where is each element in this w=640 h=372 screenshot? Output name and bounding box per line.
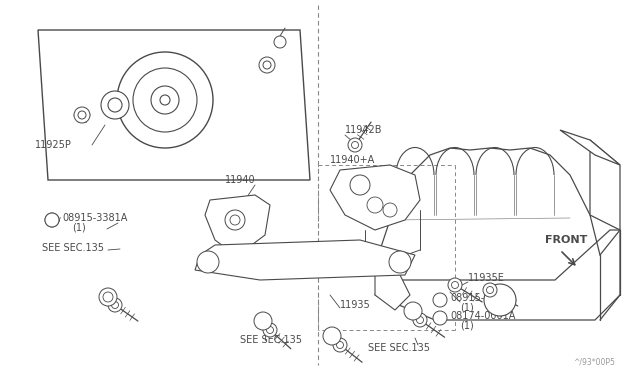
Text: SEE SEC.135: SEE SEC.135 bbox=[240, 335, 302, 345]
Polygon shape bbox=[375, 265, 410, 310]
Circle shape bbox=[323, 327, 341, 345]
Circle shape bbox=[225, 210, 245, 230]
Circle shape bbox=[101, 91, 129, 119]
Circle shape bbox=[448, 278, 462, 292]
Circle shape bbox=[263, 61, 271, 69]
Circle shape bbox=[133, 68, 197, 132]
Text: ^/93*00P5: ^/93*00P5 bbox=[573, 357, 615, 366]
Circle shape bbox=[117, 52, 213, 148]
Circle shape bbox=[337, 341, 344, 349]
Circle shape bbox=[99, 288, 117, 306]
Circle shape bbox=[367, 197, 383, 213]
Circle shape bbox=[348, 138, 362, 152]
Circle shape bbox=[433, 293, 447, 307]
Circle shape bbox=[259, 57, 275, 73]
Polygon shape bbox=[205, 195, 270, 255]
Circle shape bbox=[483, 283, 497, 297]
Text: (1): (1) bbox=[460, 321, 474, 331]
Circle shape bbox=[111, 301, 118, 308]
Circle shape bbox=[160, 95, 170, 105]
Text: 11942B: 11942B bbox=[345, 125, 383, 135]
Polygon shape bbox=[590, 140, 620, 230]
Text: 08915-3401A: 08915-3401A bbox=[450, 293, 515, 303]
Circle shape bbox=[389, 251, 411, 273]
Circle shape bbox=[45, 213, 59, 227]
Circle shape bbox=[103, 292, 113, 302]
Text: W: W bbox=[436, 297, 444, 303]
Text: 08915-3381A: 08915-3381A bbox=[62, 213, 127, 223]
Text: (1): (1) bbox=[72, 223, 86, 233]
Polygon shape bbox=[330, 165, 420, 230]
Circle shape bbox=[417, 317, 424, 324]
Circle shape bbox=[413, 313, 427, 327]
Circle shape bbox=[230, 215, 240, 225]
Circle shape bbox=[383, 203, 397, 217]
Circle shape bbox=[197, 251, 219, 273]
Polygon shape bbox=[195, 240, 415, 280]
Circle shape bbox=[484, 284, 516, 316]
Circle shape bbox=[274, 36, 286, 48]
Text: (1): (1) bbox=[460, 303, 474, 313]
Text: SEE SEC.135: SEE SEC.135 bbox=[368, 343, 430, 353]
Circle shape bbox=[333, 338, 347, 352]
Text: 11935: 11935 bbox=[340, 300, 371, 310]
Text: 11925P: 11925P bbox=[35, 140, 72, 150]
Circle shape bbox=[266, 327, 273, 334]
Circle shape bbox=[263, 323, 277, 337]
Text: 11940: 11940 bbox=[225, 175, 255, 185]
Circle shape bbox=[351, 141, 358, 148]
Circle shape bbox=[108, 98, 122, 112]
Polygon shape bbox=[375, 230, 620, 320]
Text: 11935E: 11935E bbox=[468, 273, 505, 283]
Text: 08174-0001A: 08174-0001A bbox=[450, 311, 515, 321]
Text: SEE SEC.135: SEE SEC.135 bbox=[42, 243, 104, 253]
Circle shape bbox=[350, 175, 370, 195]
Circle shape bbox=[404, 302, 422, 320]
Polygon shape bbox=[38, 30, 310, 180]
Text: W: W bbox=[54, 217, 60, 223]
Circle shape bbox=[45, 213, 59, 227]
Circle shape bbox=[108, 298, 122, 312]
Circle shape bbox=[451, 282, 458, 289]
Circle shape bbox=[74, 107, 90, 123]
Text: B: B bbox=[438, 315, 442, 321]
Text: W: W bbox=[49, 217, 56, 223]
Circle shape bbox=[254, 312, 272, 330]
Circle shape bbox=[78, 111, 86, 119]
Text: 11940+A: 11940+A bbox=[330, 155, 375, 165]
Polygon shape bbox=[560, 130, 620, 165]
Circle shape bbox=[151, 86, 179, 114]
Text: FRONT: FRONT bbox=[545, 235, 588, 245]
Circle shape bbox=[433, 311, 447, 325]
Circle shape bbox=[486, 286, 493, 294]
